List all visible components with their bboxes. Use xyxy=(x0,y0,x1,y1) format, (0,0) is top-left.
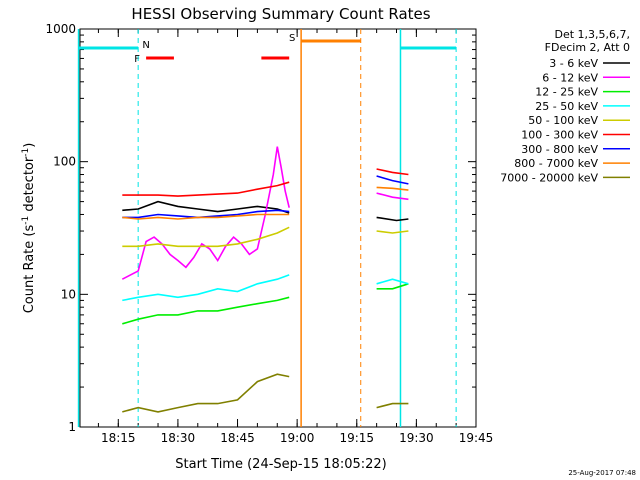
x-tick-label: 19:30 xyxy=(399,431,434,445)
legend-label-7000-20000-kev: 7000 - 20000 keV xyxy=(500,171,598,184)
chart-title: HESSI Observing Summary Count Rates xyxy=(131,5,430,23)
series-layer xyxy=(121,146,409,413)
legend-label-12-25-kev: 12 - 25 keV xyxy=(535,86,598,99)
series-line-800-7000-kev xyxy=(122,213,290,220)
saa-flag-label: S xyxy=(289,33,295,44)
plot-frame xyxy=(79,28,477,428)
legend-header-line-1: Det 1,3,5,6,7, xyxy=(554,28,630,41)
y-tick-label: 1000 xyxy=(45,22,76,36)
series-line-50-100-kev xyxy=(376,230,409,234)
tick-layer: 18:15 18:30 18:45 19:00 19:15 19:30 19:45 1 10 10… xyxy=(45,22,493,445)
series-line-12-25-kev xyxy=(122,296,290,325)
y-axis-label-part1: Count Rate (s xyxy=(22,225,37,314)
legend-label-300-800-kev: 300 - 800 keV xyxy=(521,143,598,156)
y-axis-label-sup2: -1 xyxy=(21,148,31,157)
x-tick-label: 18:15 xyxy=(101,431,136,445)
legend-header-line-2: FDecim 2, Att 0 xyxy=(545,41,630,54)
legend-label-6-12-kev: 6 - 12 keV xyxy=(542,71,598,84)
legend-label-800-7000-kev: 800 - 7000 keV xyxy=(514,157,598,170)
series-line-100-300-kev xyxy=(122,181,290,197)
x-tick-label: 19:45 xyxy=(459,431,494,445)
series-line-7000-20000-kev xyxy=(122,373,290,413)
y-axis-label-part2: detector xyxy=(22,156,37,216)
y-tick-label: 10 xyxy=(61,287,76,301)
series-line-300-800-kev xyxy=(376,175,409,185)
night-flag-label: N xyxy=(142,40,149,51)
legend-label-50-100-kev: 50 - 100 keV xyxy=(528,114,598,127)
y-axis-label-part3: ) xyxy=(22,143,37,148)
series-line-25-50-kev xyxy=(122,274,290,302)
series-line-100-300-kev xyxy=(376,168,409,176)
legend-label-25-50-kev: 25 - 50 keV xyxy=(535,100,598,113)
y-tick-label: 100 xyxy=(53,155,76,169)
x-tick-label: 19:15 xyxy=(339,431,374,445)
series-line-3-6-kev xyxy=(376,216,409,222)
series-line-7000-20000-kev xyxy=(376,402,409,409)
footer-timestamp: 25-Aug-2017 07:48 xyxy=(568,469,636,477)
y-axis-label-sup1: -1 xyxy=(21,216,31,225)
series-line-12-25-kev xyxy=(376,283,409,290)
x-tick-label: 18:45 xyxy=(220,431,255,445)
x-tick-label: 19:00 xyxy=(280,431,315,445)
y-tick-label: 1 xyxy=(68,420,76,434)
series-line-6-12-kev xyxy=(376,192,409,201)
x-tick-label: 18:30 xyxy=(161,431,196,445)
legend-label-3-6-kev: 3 - 6 keV xyxy=(549,57,598,70)
y-axis-label: Count Rate (s-1 detector-1) xyxy=(21,143,37,314)
series-line-800-7000-kev xyxy=(376,186,409,191)
series-line-50-100-kev xyxy=(122,226,290,248)
series-line-6-12-kev xyxy=(121,146,290,280)
series-line-25-50-kev xyxy=(376,278,409,285)
flag-layer: FN S xyxy=(77,29,457,427)
flare-flag-label: F xyxy=(134,54,140,65)
legend-label-100-300-kev: 100 - 300 keV xyxy=(521,129,598,142)
x-axis-label: Start Time (24-Sep-15 18:05:22) xyxy=(175,457,386,472)
